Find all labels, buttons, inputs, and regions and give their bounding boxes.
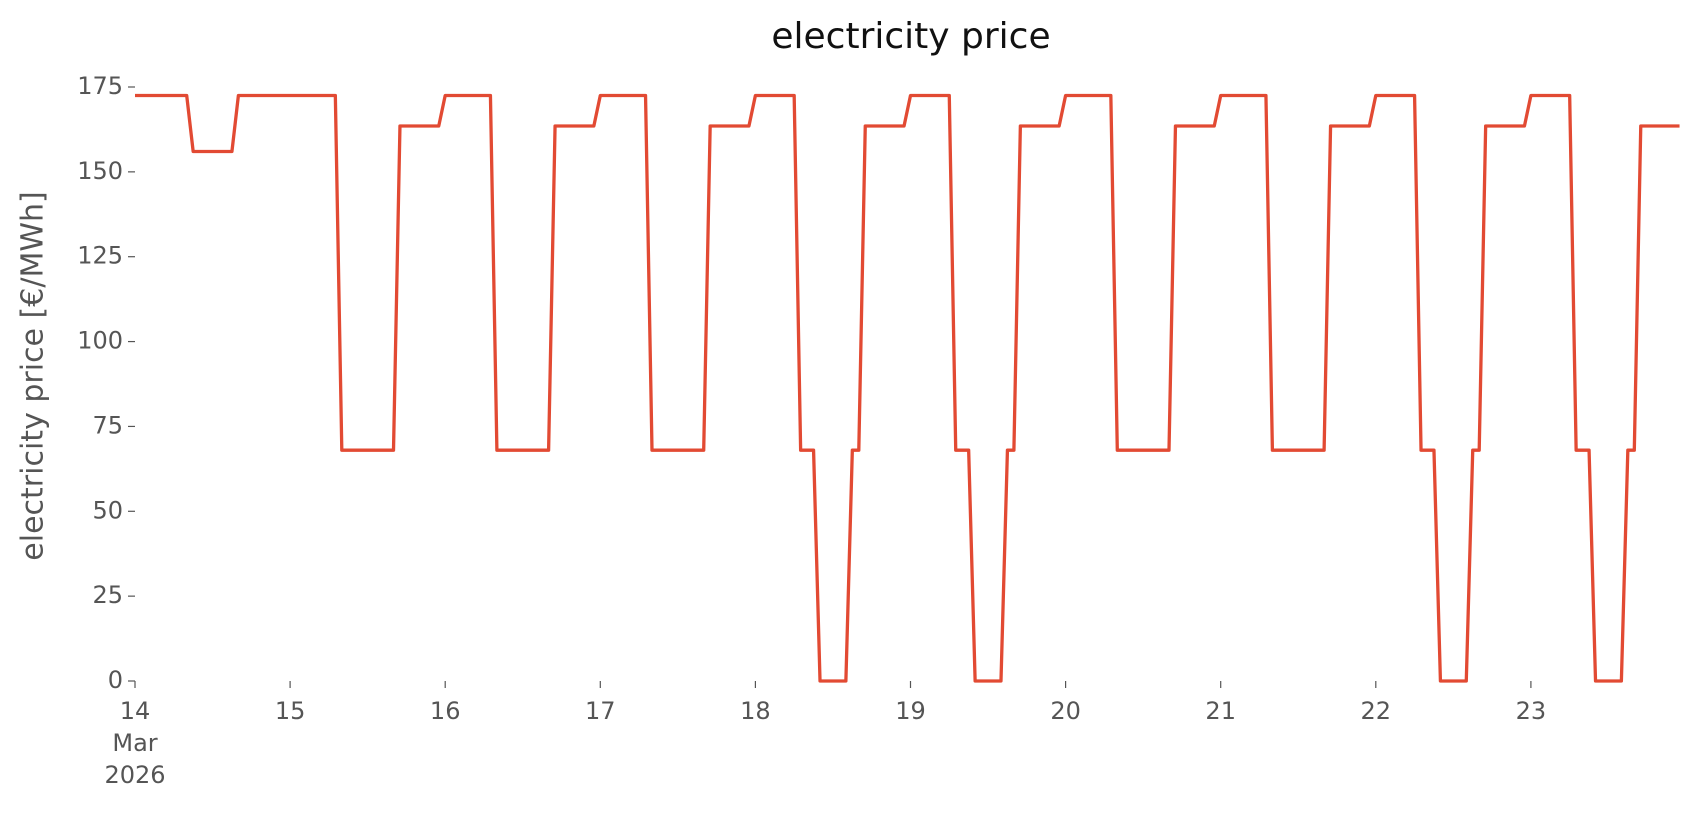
y-axis-label: electricity price [€/MWh] xyxy=(16,191,51,560)
y-tick-label: 125 xyxy=(77,242,123,270)
x-tick-label: 20 xyxy=(1050,697,1081,725)
price-line xyxy=(135,93,1680,683)
x-tick-label: 18 xyxy=(740,697,771,725)
x-tick-label: 15 xyxy=(275,697,306,725)
x-tick-label: 21 xyxy=(1205,697,1236,725)
y-tick-label: 25 xyxy=(92,581,123,609)
y-tick-label: 150 xyxy=(77,157,123,185)
chart-title: electricity price xyxy=(771,16,1050,57)
x-tick-label: 14 Mar 2026 xyxy=(104,697,165,789)
y-tick-label: 100 xyxy=(77,327,123,355)
x-tick-label: 22 xyxy=(1361,697,1392,725)
y-tick-label: 0 xyxy=(108,666,123,694)
y-tick-label: 175 xyxy=(77,72,123,100)
x-tick-label: 19 xyxy=(895,697,926,725)
x-tick-label: 23 xyxy=(1516,697,1547,725)
y-tick-label: 50 xyxy=(92,496,123,524)
x-tick-label: 17 xyxy=(585,697,616,725)
y-tick-label: 75 xyxy=(92,411,123,439)
x-tick-label: 16 xyxy=(430,697,461,725)
